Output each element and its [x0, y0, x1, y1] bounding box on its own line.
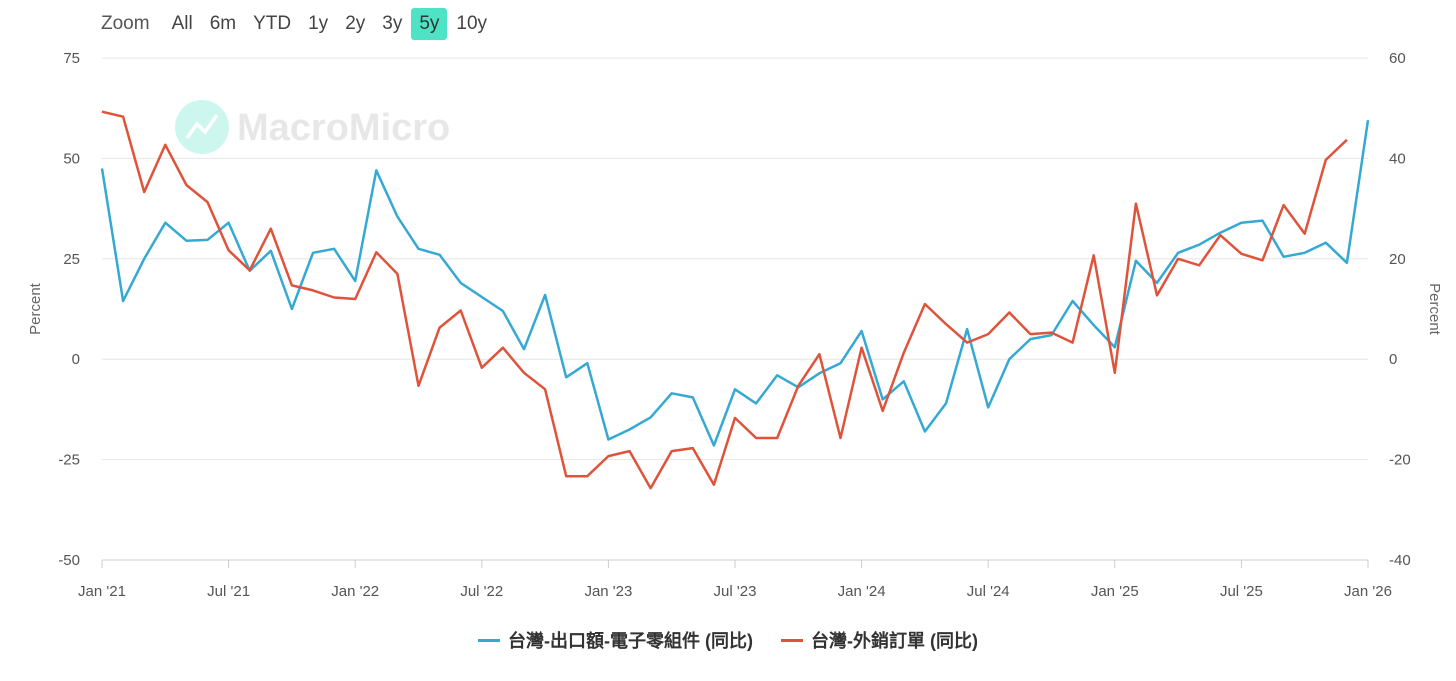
zoom-button-6m[interactable]: 6m	[209, 13, 237, 34]
y-right-tick-label: 0	[1389, 351, 1397, 368]
legend-swatch-series-1	[478, 638, 501, 642]
y-left-tick-label: -50	[58, 552, 80, 569]
y-left-axis-title: Percent	[27, 282, 44, 335]
zoom-button-5y[interactable]: 5y	[411, 8, 448, 40]
x-tick-label: Jul '24	[967, 583, 1010, 600]
y-left-tick-label: 50	[63, 150, 80, 167]
legend-label-series-1: 台灣-出口額-電子零組件 (同比)	[508, 631, 753, 651]
zoom-label: Zoom	[101, 13, 150, 34]
y-right-tick-label: 40	[1389, 150, 1406, 167]
x-tick-label: Jul '25	[1220, 583, 1263, 600]
y-left-tick-label: 0	[72, 351, 80, 368]
x-tick-label: Jul '23	[714, 583, 757, 600]
zoom-button-all[interactable]: All	[171, 13, 193, 34]
legend-item-series-1[interactable]: 台灣-出口額-電子零組件 (同比)	[478, 627, 753, 653]
legend: 台灣-出口額-電子零組件 (同比) 台灣-外銷訂單 (同比)	[0, 627, 1456, 653]
y-left-tick-label: -25	[58, 452, 80, 469]
x-tick-label: Jan '24	[838, 583, 886, 600]
series-line-1[interactable]	[100, 120, 1370, 447]
legend-label-series-2: 台灣-外銷訂單 (同比)	[811, 631, 978, 651]
x-tick-label: Jan '26	[1344, 583, 1392, 600]
x-tick-label: Jul '22	[460, 583, 503, 600]
zoom-button-ytd[interactable]: YTD	[253, 13, 292, 34]
y-right-axis-title: Percent	[1426, 283, 1443, 336]
y-left-tick-label: 75	[63, 50, 80, 67]
zoom-button-2y[interactable]: 2y	[345, 13, 366, 34]
x-tick-label: Jan '25	[1091, 583, 1139, 600]
zoom-button-10y[interactable]: 10y	[456, 13, 488, 34]
zoom-button-1y[interactable]: 1y	[308, 13, 329, 34]
watermark-text: MacroMicro	[237, 107, 450, 149]
x-tick-label: Jan '22	[331, 583, 379, 600]
y-right-tick-label: -20	[1389, 452, 1411, 469]
legend-item-series-2[interactable]: 台灣-外銷訂單 (同比)	[781, 627, 978, 653]
y-axis-left: 75 50 25 0 -25 -50 Percent	[27, 50, 80, 569]
y-axis-right: 60 40 20 0 -20 -40 Percent	[1389, 50, 1443, 569]
line-chart: MacroMicro Jan '21 Jul '21 Jan '22 Jul '22 J…	[27, 50, 1443, 600]
y-right-tick-label: -40	[1389, 552, 1411, 569]
zoom-bar: Zoom All 6m YTD 1y 2y 3y 5y 10y	[96, 8, 496, 40]
x-tick-label: Jan '21	[78, 583, 126, 600]
watermark-logo-icon	[175, 100, 229, 154]
x-tick-label: Jan '23	[584, 583, 632, 600]
series-line-2[interactable]	[101, 110, 1348, 490]
watermark: MacroMicro	[175, 100, 450, 154]
watermark-chart-glyph	[185, 113, 219, 140]
y-right-tick-label: 60	[1389, 50, 1406, 67]
series-group	[100, 110, 1370, 490]
x-tick-label: Jul '21	[207, 583, 250, 600]
legend-swatch-series-2	[781, 638, 803, 642]
zoom-button-3y[interactable]: 3y	[382, 13, 403, 34]
y-left-tick-label: 25	[63, 251, 80, 268]
x-axis: Jan '21 Jul '21 Jan '22 Jul '22 Jan '23 Jul '…	[78, 559, 1392, 600]
y-right-tick-label: 20	[1389, 251, 1406, 268]
